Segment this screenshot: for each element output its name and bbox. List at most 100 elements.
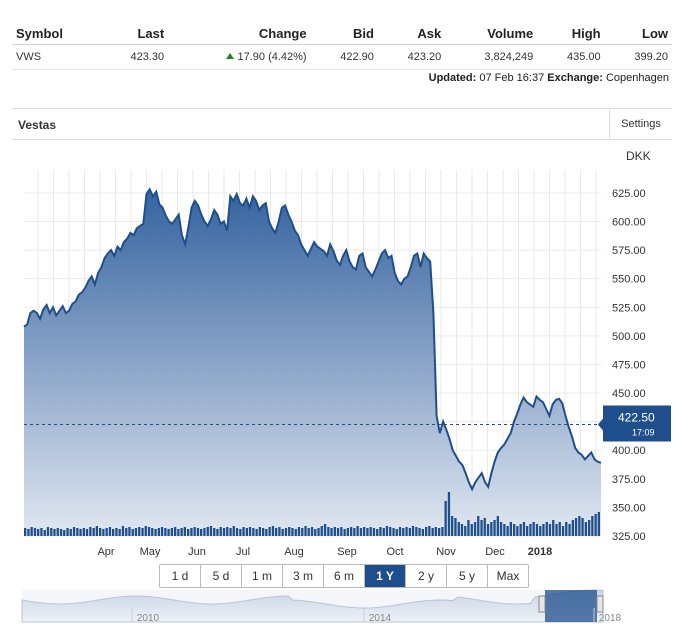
volume-bar [522, 522, 526, 536]
header-high: High [537, 22, 605, 45]
volume-bar [301, 528, 304, 536]
volume-bar [467, 520, 470, 536]
volume-bar [451, 516, 454, 536]
volume-bar [526, 526, 529, 536]
exchange-value: Copenhagen [605, 72, 669, 84]
volume-bar [209, 526, 213, 536]
volume-bar [284, 528, 288, 536]
volume-bar [353, 528, 356, 536]
volume-bar [343, 529, 346, 536]
volume-bar [506, 526, 509, 536]
volume-bar [496, 516, 499, 536]
volume-bar [330, 528, 333, 536]
y-tick-label: 525.00 [612, 302, 646, 314]
volume-bar [200, 529, 203, 536]
range-button[interactable]: Max [488, 565, 528, 587]
range-button[interactable]: 1 m [242, 565, 283, 587]
volume-bar [112, 529, 115, 536]
header-volume: Volume [445, 22, 538, 45]
volume-bar [464, 526, 467, 536]
volume-bar [268, 527, 271, 536]
volume-bar [144, 526, 147, 536]
navigator-handle-right[interactable] [596, 595, 604, 613]
updated-value: 07 Feb 16:37 [479, 72, 545, 84]
range-button[interactable]: 1 d [160, 565, 201, 587]
exchange-label: Exchange: [547, 72, 603, 84]
volume-bar [578, 516, 581, 536]
volume-bar [63, 530, 66, 536]
y-tick-label: 500.00 [612, 331, 646, 343]
navigator-handle-left[interactable] [538, 595, 546, 613]
volume-bar [480, 520, 483, 536]
volume-bar [271, 526, 275, 536]
volume-bar [372, 528, 376, 536]
header-last: Last [100, 22, 169, 45]
range-button[interactable]: 1 Y [365, 565, 406, 587]
volume-bar [216, 529, 219, 536]
y-tick-label: 575.00 [612, 245, 646, 257]
volume-bar [542, 524, 545, 536]
quote-row[interactable]: VWS 423.30 17.90 (4.42%) 422.90 423.20 3… [12, 44, 672, 70]
cell-volume: 3,824,249 [445, 44, 538, 70]
volume-bar [245, 528, 248, 536]
cell-change: 17.90 (4.42%) [168, 44, 311, 70]
x-tick-label: Oct [386, 546, 403, 558]
x-tick-label: Aug [284, 546, 304, 558]
volume-bar [509, 522, 512, 536]
last-price-pointer [598, 418, 603, 431]
range-button[interactable]: 5 d [201, 565, 242, 587]
settings-button[interactable]: Settings [609, 109, 672, 139]
x-tick-label: May [140, 546, 161, 558]
volume-bar [389, 527, 392, 536]
volume-bar [519, 524, 522, 536]
volume-bar [50, 528, 53, 536]
volume-bar [177, 529, 180, 536]
volume-bar [571, 520, 574, 536]
volume-bar [33, 528, 37, 536]
volume-bar [558, 522, 561, 536]
volume-bar [597, 512, 600, 536]
volume-bar [535, 524, 539, 536]
volume-bar [79, 529, 82, 536]
range-button[interactable]: 5 y [447, 565, 488, 587]
volume-bar [193, 527, 196, 536]
volume-bar [431, 528, 434, 536]
volume-bar [532, 522, 535, 536]
y-tick-label: 600.00 [612, 216, 646, 228]
volume-bar [131, 529, 134, 536]
range-button[interactable]: 6 m [324, 565, 365, 587]
volume-bar [24, 528, 27, 536]
volume-bar [89, 527, 92, 536]
volume-bar [95, 526, 98, 536]
volume-bar [219, 527, 222, 536]
volume-bar [545, 522, 548, 536]
volume-bar [174, 527, 177, 536]
volume-bar [333, 527, 336, 536]
cell-high: 435.00 [537, 44, 605, 70]
volume-bar [99, 528, 102, 536]
volume-bar [43, 530, 46, 536]
volume-bar [477, 516, 480, 536]
updated-label: Updated: [428, 72, 477, 84]
volume-bar [226, 527, 229, 536]
volume-bar [323, 524, 327, 536]
volume-bar [529, 524, 532, 536]
volume-bar [565, 522, 568, 536]
header-ask: Ask [377, 22, 446, 45]
volume-bar [415, 527, 418, 536]
volume-bar [356, 526, 359, 536]
volume-bar [513, 524, 516, 536]
volume-bar [108, 527, 112, 536]
range-button[interactable]: 3 m [283, 565, 324, 587]
last-price-value: 422.50 [618, 410, 655, 424]
navigator-selection[interactable] [545, 590, 597, 622]
price-area [24, 189, 601, 536]
volume-bar [447, 492, 451, 536]
range-button[interactable]: 2 y [406, 565, 447, 587]
navigator-area [21, 589, 604, 623]
volume-bar [310, 527, 314, 536]
x-tick-label: Jun [188, 546, 206, 558]
volume-bar [82, 528, 85, 536]
volume-bar [555, 524, 558, 536]
